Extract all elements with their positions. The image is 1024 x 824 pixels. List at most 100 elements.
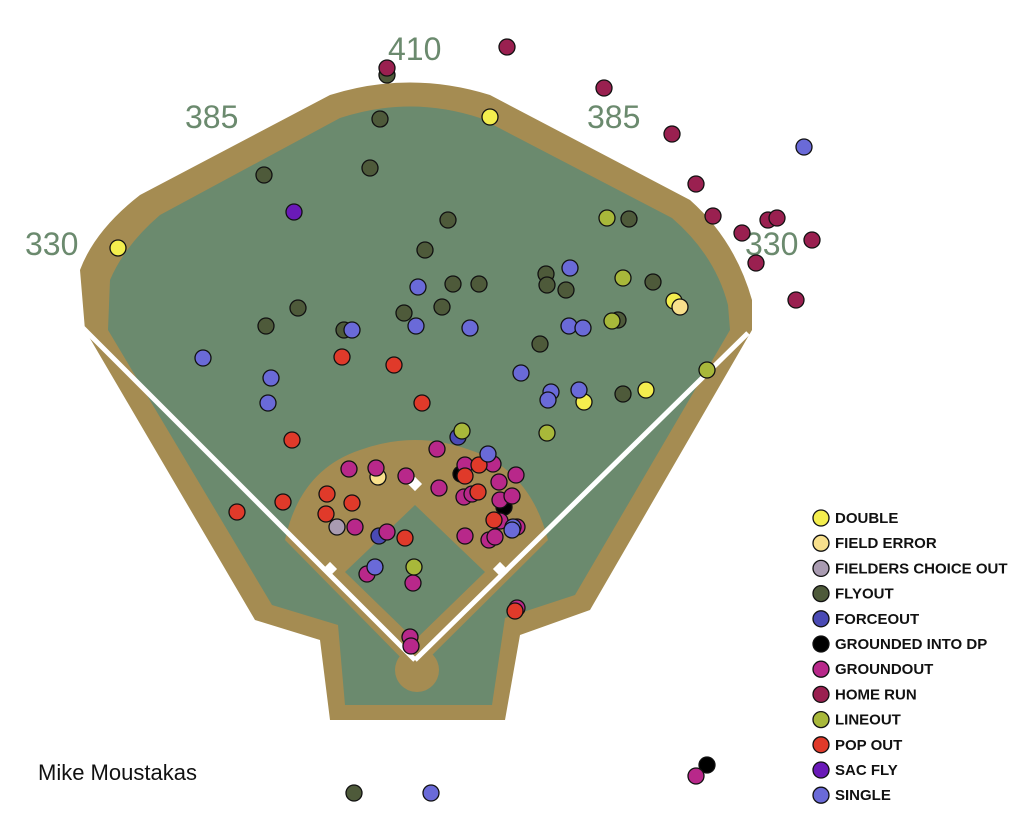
legend-label: POP OUT [835,737,902,754]
legend-swatch [812,610,830,628]
legend-label: GROUNDED INTO DP [835,636,987,653]
hit-point [343,494,361,512]
hit-point [595,79,613,97]
hit-point [490,473,508,491]
hit-point [194,349,212,367]
hit-point [561,259,579,277]
hit-point [663,125,681,143]
hit-point [433,298,451,316]
hit-point [289,299,307,317]
hit-point [345,784,363,802]
hit-point [274,493,292,511]
hit-point [687,175,705,193]
hit-point [283,431,301,449]
hit-point [378,59,396,77]
legend-swatch [812,710,830,729]
legend-label: GROUNDOUT [835,661,933,678]
hit-point [539,391,557,409]
hit-point [255,166,273,184]
hit-point [644,273,662,291]
distance-label: 410 [388,31,441,67]
legend-label: FIELDERS CHOICE OUT [835,560,1008,577]
hit-point [366,558,384,576]
hit-point [428,440,446,458]
hit-point [698,361,716,379]
hit-point [470,275,488,293]
hit-point [318,485,336,503]
hit-point [698,756,716,774]
legend-swatch [812,584,830,603]
legend-label: SINGLE [835,787,891,804]
hit-point [228,503,246,521]
legend-swatch [812,660,830,678]
hit-point [507,466,525,484]
hit-point [574,319,592,337]
hit-point [262,369,280,387]
hit-point [620,210,638,228]
hit-point [603,312,621,330]
legend-label: FIELD ERROR [835,535,937,552]
legend-label: FLYOUT [835,586,894,603]
legend-swatch [812,685,830,704]
hit-point [461,319,479,337]
legend-swatch [812,786,830,804]
hit-point [404,574,422,592]
hit-point [285,203,303,221]
hit-point [498,38,516,56]
hit-point [333,348,351,366]
legend-label: DOUBLE [835,510,898,527]
hit-point [371,110,389,128]
hit-point [614,269,632,287]
legend-label: LINEOUT [835,712,901,729]
hit-point [109,239,127,257]
hit-point [397,467,415,485]
hit-point [340,460,358,478]
hit-point [346,518,364,536]
legend-swatch [812,736,830,754]
legend-label: SAC FLY [835,762,898,779]
hit-point [704,207,722,225]
hit-point [570,381,588,399]
hit-point [506,602,524,620]
hit-point [317,505,335,523]
hit-point [361,159,379,177]
hit-point [402,637,420,655]
hit-point [598,209,616,227]
hit-point [803,231,821,249]
hit-point [538,276,556,294]
hit-point [413,394,431,412]
hit-point [671,298,689,316]
hit-point [407,317,425,335]
hit-point [343,321,361,339]
hit-point [557,281,575,299]
hit-point [768,209,786,227]
hit-point [416,241,434,259]
hit-point [787,291,805,309]
hit-point [405,558,423,576]
legend-swatch [812,559,830,578]
hit-point [328,518,346,536]
hit-point [512,364,530,382]
hit-point [486,528,504,546]
legend-swatch [812,534,830,552]
hit-point [385,356,403,374]
legend-swatch [812,761,830,779]
hit-point [257,317,275,335]
hit-point [479,445,497,463]
hit-point [795,138,813,156]
hit-point [439,211,457,229]
hit-point [378,523,396,541]
hit-point [503,521,521,539]
hit-point [687,767,705,785]
hit-point [531,335,549,353]
hit-point [395,304,413,322]
hit-point [453,422,471,440]
legend-label: FORCEOUT [835,611,919,628]
distance-label: 330 [25,226,78,262]
hit-point [444,275,462,293]
distance-label: 385 [587,99,640,135]
hit-point [259,394,277,412]
legend-label: HOME RUN [835,686,917,703]
hit-point [503,487,521,505]
